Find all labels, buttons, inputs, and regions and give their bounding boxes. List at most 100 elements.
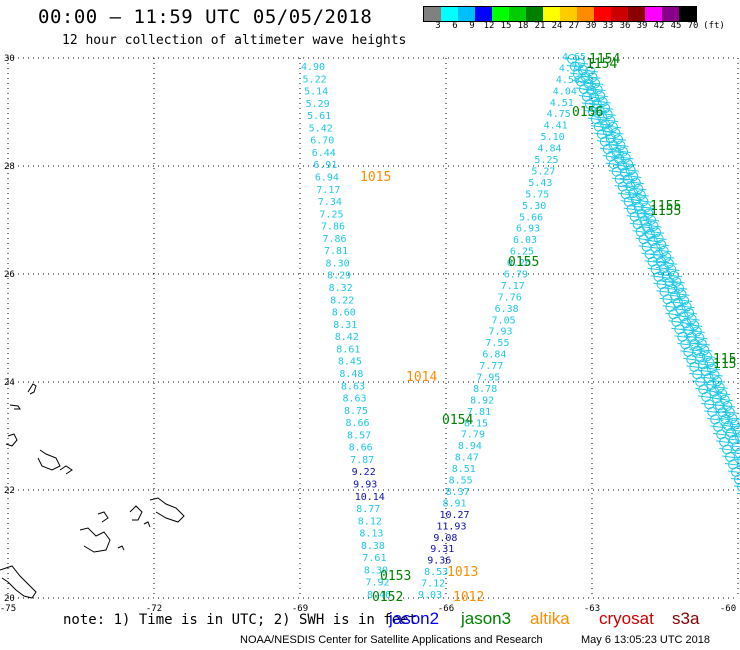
legend-label: 15 (500, 21, 512, 31)
track-mark (633, 212, 650, 216)
swh-value: 5.29 (306, 99, 330, 110)
swh-value: 6.79 (504, 269, 528, 280)
swh-value: 5.30 (522, 201, 546, 212)
footer-credit: NOAA/NESDIS Center for Satellite Applica… (240, 634, 543, 646)
coastline-long-island (37, 449, 61, 471)
pass-label: 1154 (586, 57, 617, 72)
track-mark (681, 301, 692, 312)
lat-lon-grid (7, 57, 739, 599)
track-mark (625, 174, 642, 178)
swh-value: 8.57 (347, 430, 371, 441)
track-mark (584, 75, 601, 79)
swh-value: 9.31 (430, 544, 454, 555)
lon-tick-label: -60 (720, 604, 736, 614)
track-mark (592, 94, 609, 98)
track-mark (713, 432, 730, 436)
track-mark (696, 338, 707, 349)
swh-value: 6.38 (495, 304, 519, 315)
track-mark (648, 230, 665, 234)
legend-label: 30 (585, 21, 597, 31)
lat-tick-label: 24 (4, 378, 15, 388)
track-mark (692, 369, 703, 380)
map-title: 00:00 – 11:59 UTC 05/05/2018 (38, 6, 373, 28)
track-mark (714, 410, 731, 414)
track-mark (717, 388, 728, 399)
track-mark (629, 211, 640, 222)
track-mark (650, 236, 667, 240)
track-mark (620, 200, 637, 204)
track-mark (720, 414, 731, 425)
coastline-cays (117, 545, 125, 551)
track-mark (585, 66, 595, 76)
track-mark (729, 429, 740, 432)
swh-value: 7.61 (362, 553, 386, 564)
pass-label: 0153 (380, 569, 411, 584)
legend-label: (ft) (703, 21, 725, 31)
swh-value: 9.03 (418, 590, 442, 601)
legend-cryosat: cryosat (599, 609, 654, 628)
track-mark (710, 414, 721, 425)
track-mark (664, 287, 681, 291)
track-mark (686, 323, 703, 327)
track-mark (661, 280, 678, 284)
lat-tick-label: 22 (4, 486, 15, 496)
track-mark (607, 131, 624, 135)
track-mark (663, 258, 674, 269)
track-mark (719, 436, 730, 447)
track-mark (605, 115, 616, 126)
legend-jason2: jason2 (389, 609, 440, 628)
swh-value: 8.37 (446, 487, 470, 498)
track-mark (710, 425, 727, 429)
track-mark (724, 416, 740, 420)
track-mark (666, 264, 677, 275)
track-mark (647, 267, 664, 271)
swh-value: 8.66 (346, 418, 370, 429)
swh-value: 7.77 (479, 361, 503, 372)
legend-label: 45 (670, 21, 682, 31)
track-mark (693, 342, 710, 346)
track-mark (583, 88, 600, 92)
track-mark (611, 177, 628, 181)
swh-value: 6.91 (313, 160, 337, 171)
swh-value: 8.30 (326, 258, 350, 269)
track-mark (602, 119, 619, 123)
track-mark (701, 391, 712, 402)
legend-label: 6 (452, 21, 458, 31)
track-mark (590, 114, 601, 125)
track-mark (695, 387, 712, 391)
track-mark (725, 438, 740, 441)
legend-swatch (679, 7, 696, 21)
track-mark (692, 355, 709, 359)
track-mark (672, 297, 683, 308)
pass-label: 1012 (453, 590, 484, 605)
swh-value: 7.95 (476, 373, 500, 384)
swh-value: 9.08 (433, 533, 457, 544)
track-mark (729, 419, 740, 430)
track-mark (676, 299, 693, 303)
track-mark (596, 129, 607, 140)
swh-value: 8.53 (424, 567, 448, 578)
track-mark (716, 440, 733, 444)
track-mark (575, 58, 585, 68)
track-a-values: 4.905.22 5.145.295.615.42 6.706.446.91 6.94… (301, 62, 391, 601)
track-mark (644, 229, 655, 240)
coastline-turks (129, 505, 143, 521)
footer-note: note: 1) Time is in UTC; 2) SWH is in fe… (63, 612, 418, 628)
track-mark (700, 366, 711, 377)
pass-labels: 1154115401561015115511550155101401541151… (360, 52, 736, 605)
legend-label: 12 (483, 21, 495, 31)
swh-value: 7.86 (322, 234, 346, 245)
legend-label: 33 (602, 21, 614, 31)
swh-value: 7.17 (501, 281, 525, 292)
swh-value: 8.46 (367, 590, 391, 601)
track-mark (711, 385, 728, 389)
swh-value: 4.84 (537, 144, 561, 155)
lat-tick-label: 26 (4, 270, 15, 280)
track-mark (678, 305, 695, 309)
pass-label: 1015 (360, 170, 391, 185)
track-mark (595, 90, 606, 101)
swh-value: 8.61 (336, 344, 360, 355)
swh-value: 8.22 (330, 295, 354, 306)
track-mark (731, 435, 740, 438)
track-mark (594, 100, 611, 104)
